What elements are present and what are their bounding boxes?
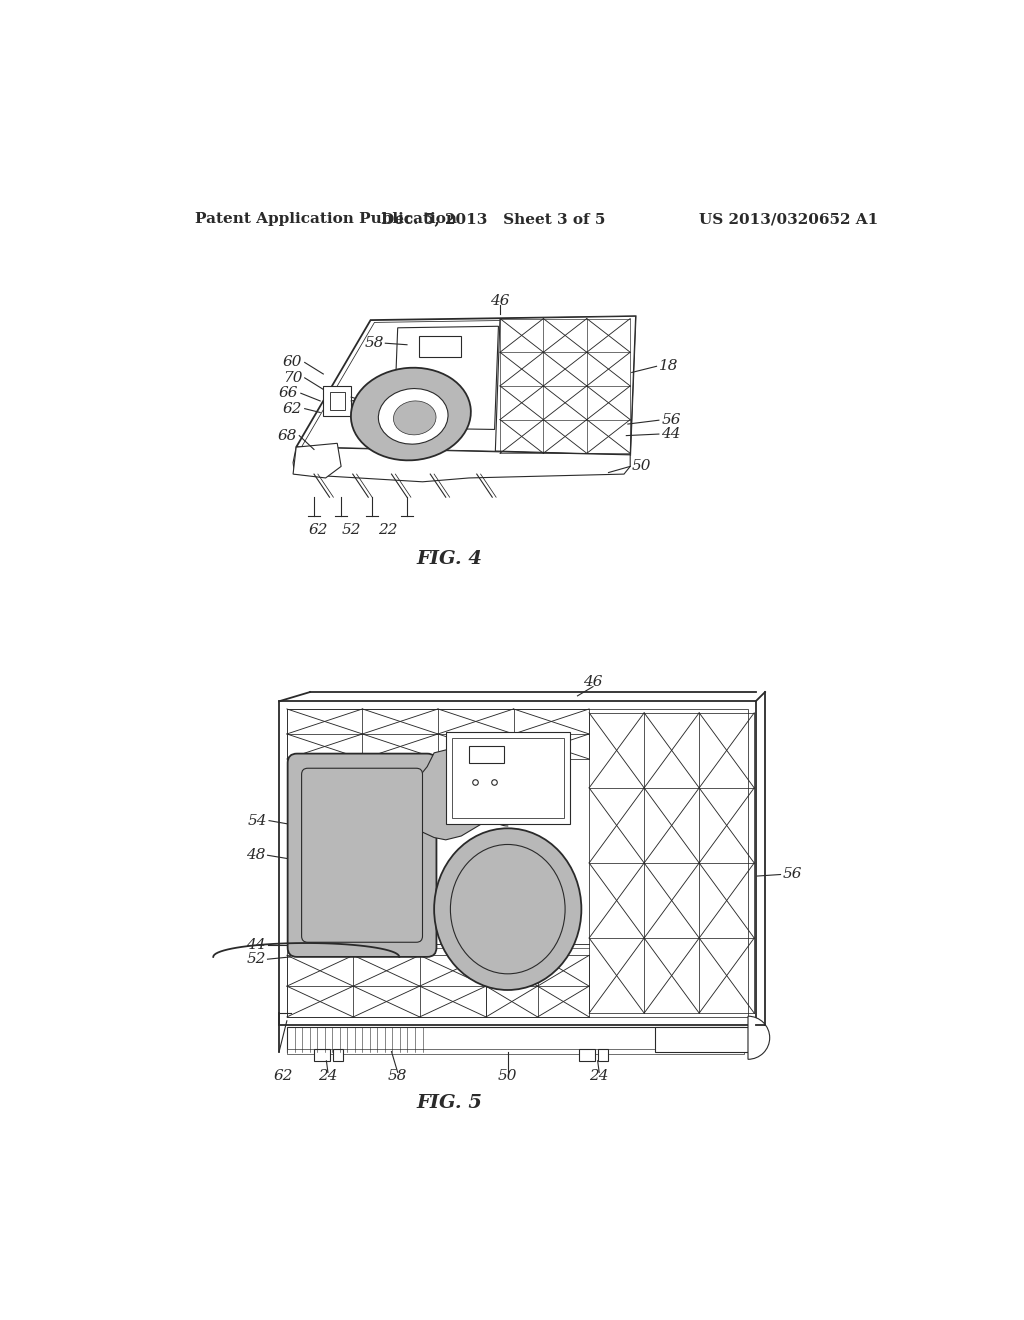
Bar <box>445 733 569 825</box>
Text: Dec. 5, 2013   Sheet 3 of 5: Dec. 5, 2013 Sheet 3 of 5 <box>381 213 605 227</box>
Text: 52: 52 <box>247 952 266 966</box>
Polygon shape <box>496 317 636 455</box>
FancyBboxPatch shape <box>419 335 461 358</box>
Bar <box>287 1027 744 1052</box>
Text: 24: 24 <box>590 1069 609 1084</box>
Polygon shape <box>293 447 630 482</box>
Text: FIG. 5: FIG. 5 <box>417 1094 482 1111</box>
Text: 54: 54 <box>248 813 267 828</box>
Text: US 2013/0320652 A1: US 2013/0320652 A1 <box>699 213 879 227</box>
Text: 22: 22 <box>486 807 506 820</box>
Text: 44: 44 <box>662 428 681 441</box>
Text: 68: 68 <box>278 429 297 442</box>
Text: 60: 60 <box>283 355 302 370</box>
Ellipse shape <box>451 845 565 974</box>
Text: FIG. 4: FIG. 4 <box>417 549 482 568</box>
Text: 62: 62 <box>283 401 302 416</box>
Ellipse shape <box>444 384 455 397</box>
Ellipse shape <box>379 388 449 444</box>
FancyBboxPatch shape <box>302 768 423 942</box>
Text: 56: 56 <box>662 413 681 428</box>
Text: 24: 24 <box>318 1069 338 1084</box>
Text: 70: 70 <box>283 371 302 385</box>
Bar <box>314 1049 330 1061</box>
Bar <box>469 746 504 763</box>
Bar <box>579 1049 595 1061</box>
Text: 58: 58 <box>388 1069 408 1084</box>
Text: 18: 18 <box>658 359 678 374</box>
FancyBboxPatch shape <box>324 385 351 416</box>
Polygon shape <box>293 444 341 478</box>
Bar <box>655 1027 748 1052</box>
Bar <box>334 1049 343 1061</box>
Polygon shape <box>394 326 499 429</box>
Polygon shape <box>407 748 494 840</box>
Bar <box>452 738 563 818</box>
Bar <box>287 709 748 1016</box>
Text: 22: 22 <box>378 523 397 536</box>
Text: 62: 62 <box>273 1069 293 1084</box>
Bar <box>287 1049 744 1053</box>
Bar <box>598 1049 607 1061</box>
Ellipse shape <box>393 401 436 434</box>
Text: 48: 48 <box>247 849 266 862</box>
Text: 62: 62 <box>308 523 328 536</box>
Text: 44: 44 <box>247 939 266 952</box>
Text: 50: 50 <box>632 459 651 474</box>
Text: 52: 52 <box>341 523 360 536</box>
Ellipse shape <box>351 368 471 461</box>
Text: 46: 46 <box>490 294 510 308</box>
Text: 46: 46 <box>584 675 603 689</box>
Text: 58: 58 <box>365 337 384 350</box>
Text: Patent Application Publication: Patent Application Publication <box>196 213 458 227</box>
Text: 50: 50 <box>498 1069 517 1084</box>
Text: 56: 56 <box>783 867 803 882</box>
FancyBboxPatch shape <box>288 754 436 957</box>
Wedge shape <box>748 1016 770 1059</box>
Bar <box>280 701 756 1024</box>
FancyBboxPatch shape <box>330 392 345 411</box>
Ellipse shape <box>434 829 582 990</box>
Text: 66: 66 <box>279 387 299 400</box>
